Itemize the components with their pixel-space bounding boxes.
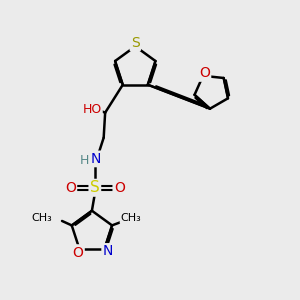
Text: N: N: [90, 152, 100, 166]
Text: HO: HO: [82, 103, 101, 116]
Text: O: O: [114, 181, 125, 195]
Text: O: O: [73, 246, 83, 260]
Text: H: H: [80, 154, 89, 167]
Text: N: N: [103, 244, 113, 258]
Text: CH₃: CH₃: [121, 213, 142, 223]
Text: O: O: [65, 181, 76, 195]
Text: O: O: [199, 67, 210, 80]
Text: S: S: [90, 180, 100, 195]
Text: S: S: [131, 36, 140, 50]
Text: CH₃: CH₃: [32, 213, 52, 223]
